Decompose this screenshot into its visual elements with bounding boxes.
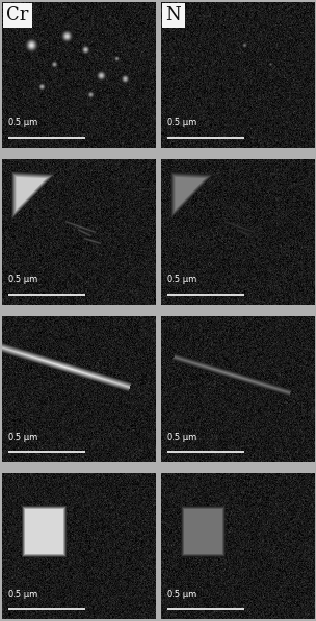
Text: 0.5 μm: 0.5 μm [167, 119, 196, 127]
Text: 0.5 μm: 0.5 μm [8, 433, 37, 442]
Text: 0.5 μm: 0.5 μm [8, 119, 37, 127]
Text: 0.5 μm: 0.5 μm [8, 276, 37, 284]
Text: 0.5 μm: 0.5 μm [167, 590, 196, 599]
Text: 0.5 μm: 0.5 μm [8, 590, 37, 599]
Text: 0.5 μm: 0.5 μm [167, 276, 196, 284]
Text: N: N [166, 6, 181, 24]
Text: Cr: Cr [6, 6, 28, 24]
Text: 0.5 μm: 0.5 μm [167, 433, 196, 442]
